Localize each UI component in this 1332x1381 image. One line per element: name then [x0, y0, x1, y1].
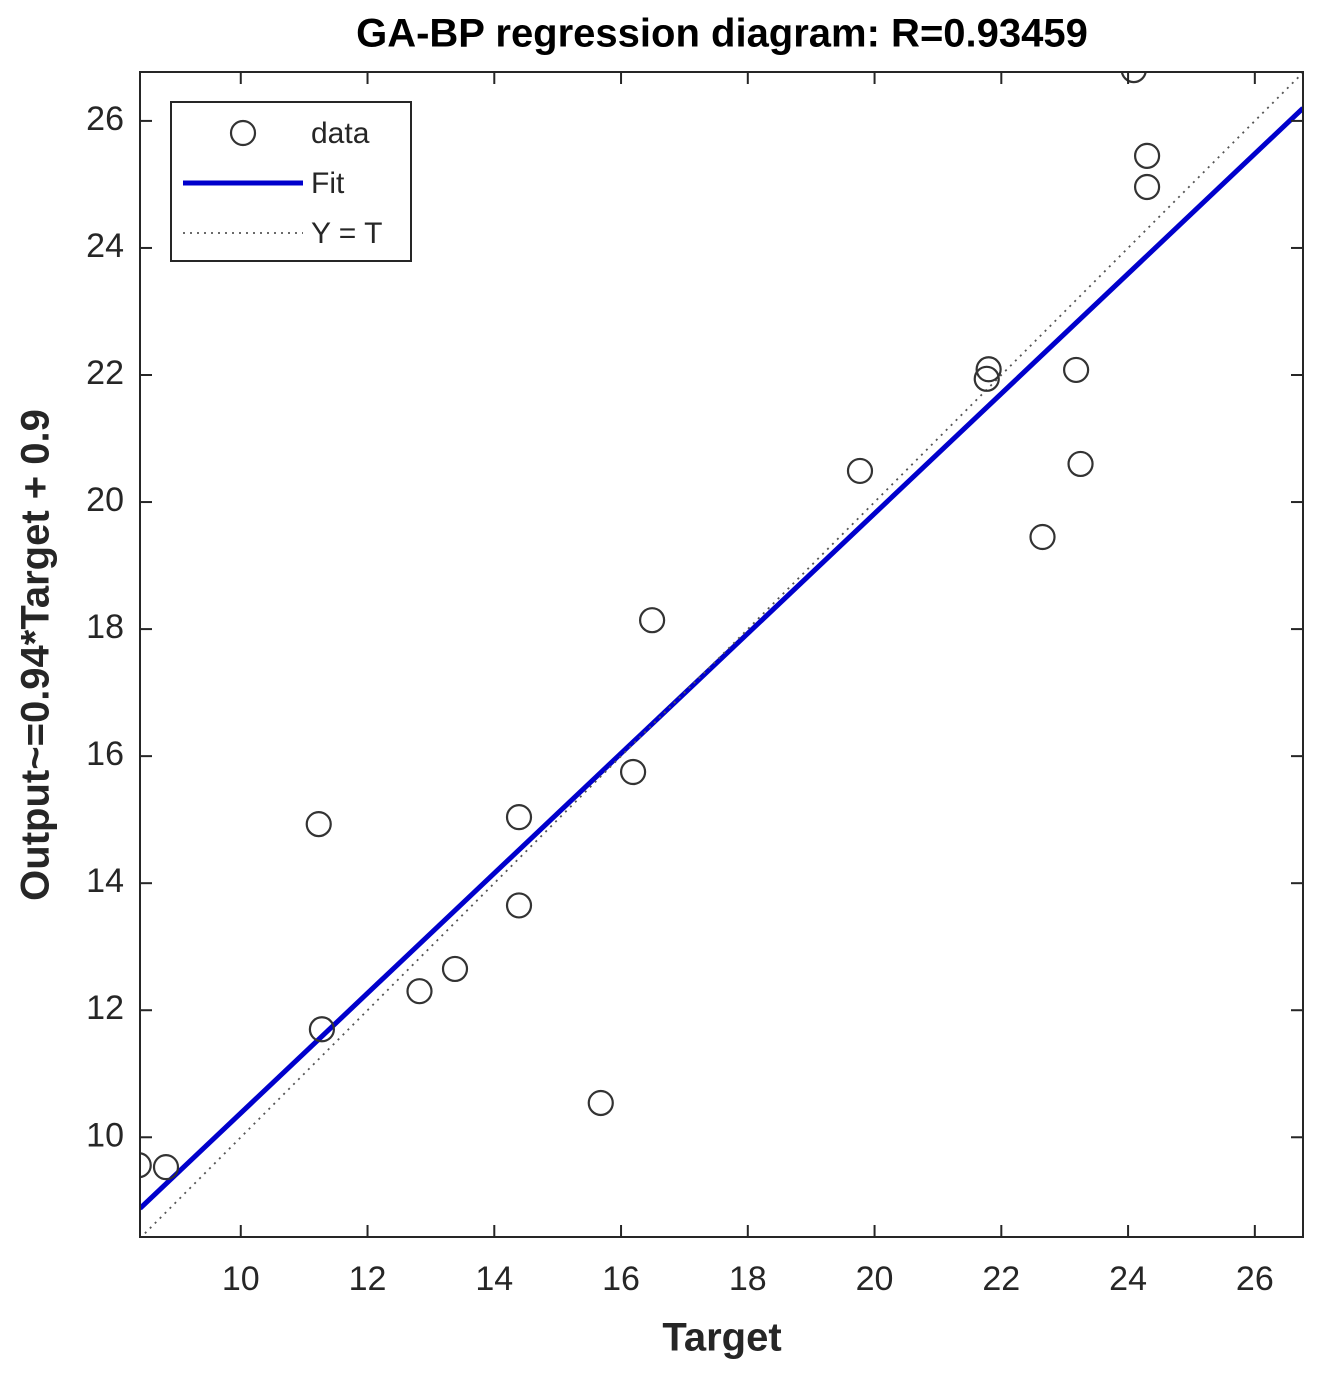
data-point	[846, 457, 874, 485]
legend-marker	[229, 119, 257, 147]
y-tick-label: 12	[86, 989, 124, 1027]
x-tick-label: 18	[729, 1260, 767, 1298]
data-point	[1120, 72, 1147, 84]
x-tick-label: 16	[602, 1260, 640, 1298]
x-tick-label: 20	[856, 1260, 894, 1298]
x-tick-label: 12	[349, 1260, 387, 1298]
y-tick-label: 14	[86, 862, 124, 900]
data-point	[505, 892, 533, 919]
y-tick-label: 20	[86, 481, 124, 519]
reference-line	[140, 72, 1303, 1237]
data-point	[406, 978, 433, 1005]
chart-title: GA-BP regression diagram: R=0.93459	[356, 12, 1088, 56]
data-point	[975, 356, 1002, 383]
legend-label: Fit	[311, 167, 345, 200]
data-point	[619, 758, 647, 786]
data-point	[639, 607, 666, 634]
y-tick-label: 22	[86, 354, 124, 392]
x-axis-label: Target	[662, 1316, 781, 1360]
x-tick-label: 24	[1109, 1260, 1147, 1298]
data-point	[1063, 356, 1090, 384]
data-point	[140, 1152, 152, 1179]
x-tick-label: 26	[1236, 1260, 1274, 1298]
legend-label: data	[311, 117, 370, 150]
data-point	[152, 1154, 180, 1181]
legend: data Fit Y = T	[170, 101, 412, 262]
data-point	[441, 955, 469, 983]
y-axis-label: Output~=0.94*Target + 0.9	[14, 409, 58, 901]
y-tick-label: 10	[86, 1116, 124, 1154]
data-point	[308, 1016, 335, 1043]
data-point	[1067, 450, 1094, 478]
x-tick-label: 14	[475, 1260, 513, 1298]
data-point	[1133, 173, 1161, 201]
plot-area	[140, 72, 1303, 1237]
data-point	[1133, 142, 1161, 169]
y-tick-label: 18	[86, 608, 124, 646]
data-point	[973, 365, 1000, 392]
x-tick-label: 22	[982, 1260, 1020, 1298]
y-tick-label: 24	[86, 227, 124, 265]
legend-label: Y = T	[311, 217, 382, 250]
data-point	[505, 804, 533, 831]
data-point	[1029, 523, 1056, 551]
x-tick-label: 10	[222, 1260, 260, 1298]
data-point	[587, 1089, 614, 1117]
data-point	[305, 811, 332, 838]
y-tick-label: 26	[86, 100, 124, 138]
axes-box	[139, 71, 1304, 1238]
y-tick-label: 16	[86, 735, 124, 773]
